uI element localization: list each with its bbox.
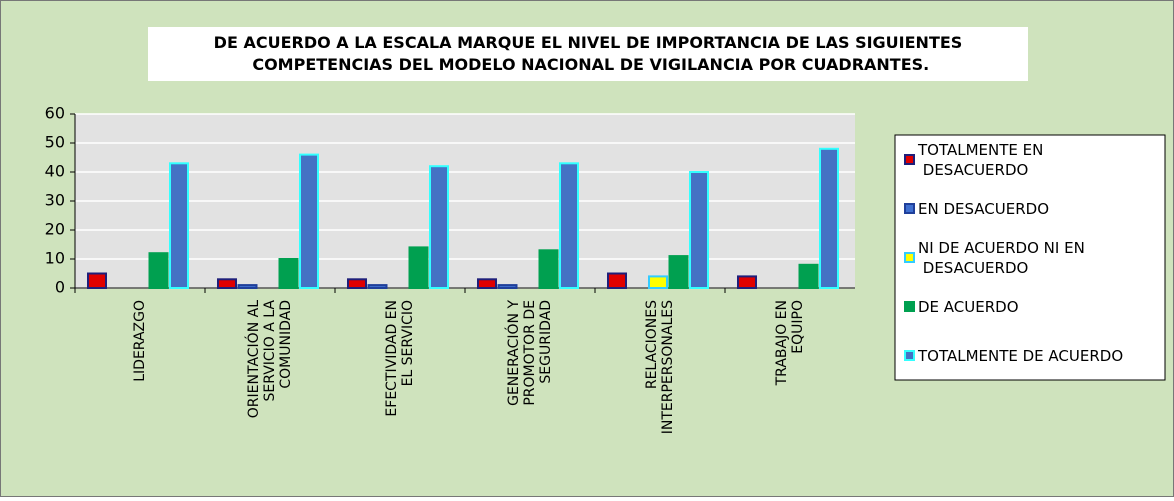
x-tick-label: GENERACIÓN Y PROMOTOR DE SEGURIDAD [504,300,554,411]
legend-marker [904,252,915,263]
x-tick-label: ORIENTACIÓN AL SERVICIO A LA COMUNIDAD [244,300,294,419]
x-tick-group: GENERACIÓN Y PROMOTOR DE SEGURIDAD [504,300,554,411]
y-tick-label: 0 [55,278,65,297]
bar [737,275,757,289]
bar [538,249,559,290]
y-tick-label: 50 [45,133,65,152]
y-tick-label: 60 [45,104,65,123]
bar [408,246,429,289]
legend-marker [904,154,915,165]
bar [237,284,258,290]
x-tick-label: LIDERAZGO [132,300,148,382]
x-tick-label: TRABAJO EN EQUIPO [774,300,806,386]
x-tick-group: ORIENTACIÓN AL SERVICIO A LA COMUNIDAD [244,300,294,419]
x-tick-group: RELACIONES INTERPERSONALES [644,300,676,439]
bar [477,278,497,289]
y-tick-label: 40 [45,162,65,181]
x-tick-label: RELACIONES INTERPERSONALES [644,300,676,439]
bar [148,252,169,289]
legend-label: TOTALMENTE DE ACUERDO [917,347,1123,365]
bar [217,278,237,289]
chart-title: DE ACUERDO A LA ESCALA MARQUE EL NIVEL D… [214,33,963,74]
y-tick-label: 30 [45,191,65,210]
bar [648,275,668,289]
x-tick-label: EFECTIVIDAD EN EL SERVICIO [384,300,416,417]
bar [689,171,709,289]
bar [819,147,839,289]
legend-label: NI DE ACUERDO NI EN DESACUERDO [918,239,1085,277]
y-tick-label: 20 [45,220,65,239]
bar [169,162,189,289]
legend-label: TOTALMENTE EN DESACUERDO [917,141,1043,179]
bar [798,263,819,289]
legend-marker [904,301,915,312]
x-tick-group: LIDERAZGO [132,300,148,382]
title-box [148,27,1028,81]
legend-marker [904,203,915,214]
x-tick-group: EFECTIVIDAD EN EL SERVICIO [384,300,416,417]
bar [497,284,518,290]
legend-label: DE ACUERDO [918,298,1019,316]
bar [668,255,689,290]
bar [607,272,627,289]
legend-box [894,134,1166,381]
bar [299,153,319,289]
x-tick-group: TRABAJO EN EQUIPO [774,300,806,386]
y-tick-label: 10 [45,249,65,268]
bar [559,162,579,289]
legend-marker [904,350,915,361]
bar [429,165,449,289]
legend-label: EN DESACUERDO [918,200,1049,218]
bar [87,272,107,289]
bar [367,284,388,290]
bar [278,258,299,289]
bar [347,278,367,289]
